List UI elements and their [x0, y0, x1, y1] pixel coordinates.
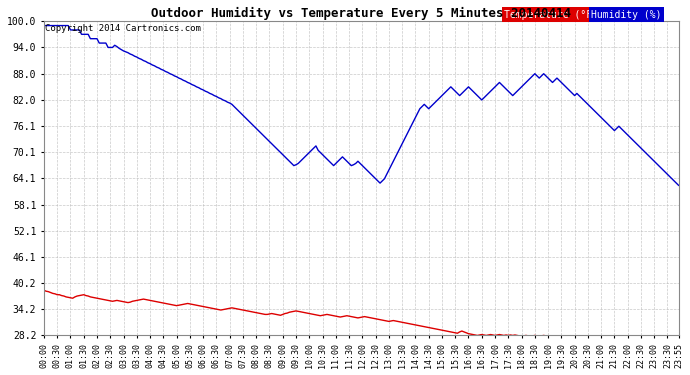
Text: Temperature (°F): Temperature (°F) — [504, 10, 598, 20]
Title: Outdoor Humidity vs Temperature Every 5 Minutes 20140414: Outdoor Humidity vs Temperature Every 5 … — [151, 7, 571, 20]
Text: Copyright 2014 Cartronics.com: Copyright 2014 Cartronics.com — [45, 24, 201, 33]
Text: Humidity (%): Humidity (%) — [591, 10, 662, 20]
